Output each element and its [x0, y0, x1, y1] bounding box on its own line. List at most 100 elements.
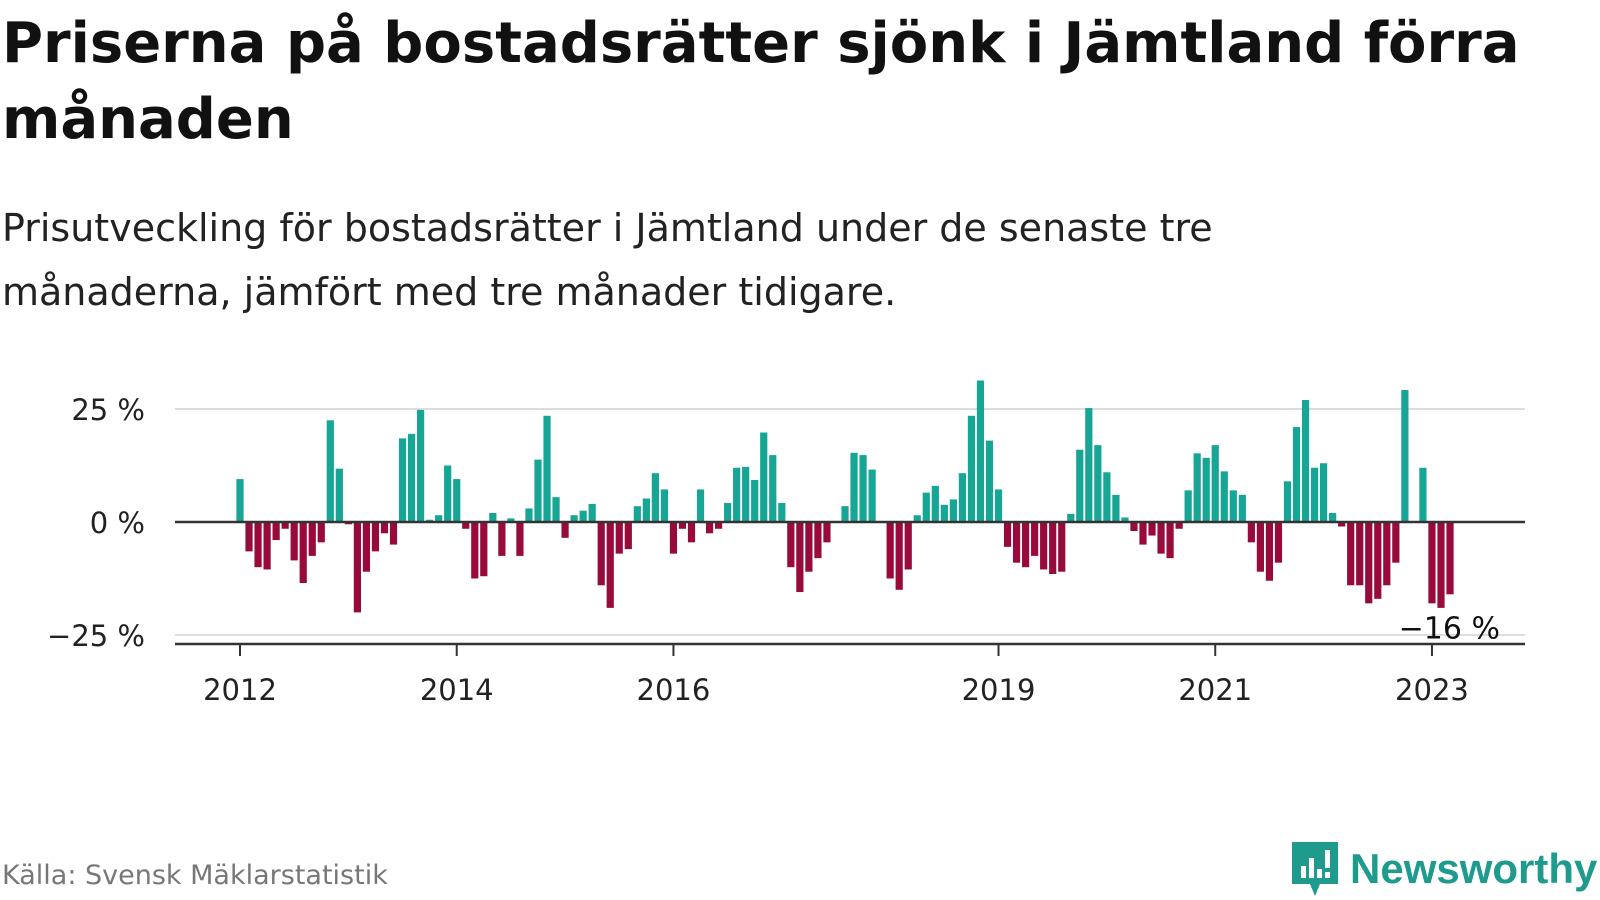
bar: [1428, 522, 1436, 604]
bar: [1012, 522, 1021, 563]
bar: [633, 506, 641, 522]
bar: [1211, 445, 1219, 522]
bar: [949, 499, 957, 522]
chart-subtitle: Prisutveckling för bostadsrätter i Jämtl…: [2, 206, 1213, 314]
bar: [1022, 522, 1030, 568]
bar: [1446, 522, 1454, 595]
bar: [669, 522, 678, 554]
bar: [1437, 522, 1445, 608]
bar: [516, 522, 524, 556]
bar: [1112, 494, 1120, 522]
bar: [1401, 390, 1409, 522]
bar: [1157, 522, 1165, 554]
bar: [714, 522, 723, 529]
x-tick-label: 2016: [637, 673, 711, 707]
bar: [407, 433, 416, 522]
bar: [1310, 467, 1319, 522]
bar: [534, 459, 542, 522]
bar: [1130, 522, 1138, 532]
bar: [380, 522, 389, 534]
bar: [606, 522, 614, 608]
bar: [940, 504, 948, 522]
bar: [1365, 522, 1373, 604]
bar: [904, 522, 912, 570]
bar: [263, 522, 271, 570]
bar: [696, 489, 705, 522]
bar: [245, 522, 253, 552]
bar: [1049, 522, 1057, 574]
bar: [733, 467, 741, 522]
bar: [886, 522, 894, 579]
bar: [751, 479, 759, 522]
bar: [913, 515, 921, 522]
chart-title: Priserna på bostadsrätter sjönk i Jämtla…: [2, 11, 1520, 152]
bar: [1274, 522, 1283, 563]
bar: [985, 440, 994, 522]
bar: [1076, 449, 1084, 522]
bar: [814, 522, 822, 559]
bar: [1085, 408, 1093, 522]
bar: [588, 503, 596, 522]
bar: [1283, 481, 1292, 522]
bar: [642, 498, 650, 522]
bar: [895, 522, 903, 590]
bar: [1356, 522, 1364, 586]
bar: [1256, 522, 1264, 572]
bar: [1121, 517, 1129, 522]
y-tick-label: −25 %: [47, 619, 145, 653]
bar: [308, 522, 316, 556]
bar: [1301, 399, 1310, 522]
bar: [742, 466, 750, 522]
bar: [317, 522, 325, 543]
last-value-label: −16 %: [1399, 611, 1500, 646]
y-tick-label: 25 %: [71, 393, 145, 427]
bar: [1374, 522, 1382, 599]
newsworthy-logo: Newsworthy: [1290, 840, 1597, 898]
bar: [1175, 522, 1183, 529]
bar: [1184, 490, 1192, 522]
x-tick-label: 2012: [203, 673, 277, 707]
bar: [1347, 522, 1355, 586]
bar: [778, 503, 786, 522]
bar: [371, 522, 380, 552]
bar: [660, 489, 669, 522]
bar: [1193, 453, 1201, 522]
bar: [859, 455, 867, 522]
bar: [1094, 445, 1102, 522]
bar: [1419, 467, 1427, 522]
bar: [724, 503, 732, 522]
y-tick-label: 0 %: [90, 506, 145, 540]
bar: [1220, 471, 1228, 522]
bar: [1058, 522, 1066, 572]
bar: [1040, 522, 1048, 570]
bar: [651, 473, 659, 522]
bar: [498, 522, 506, 556]
bar: [561, 522, 569, 538]
bar: [254, 522, 262, 568]
bar: [444, 465, 452, 522]
bar: [1067, 513, 1075, 522]
bar: [922, 492, 930, 522]
bar: [769, 455, 777, 522]
bar: [597, 522, 605, 586]
source-note: Källa: Svensk Mäklarstatistik: [2, 860, 388, 891]
bar: [615, 522, 623, 554]
bar: [272, 522, 280, 541]
bar: [1148, 522, 1156, 536]
bar: [480, 522, 488, 577]
bar: [507, 518, 515, 522]
bar: [281, 522, 289, 529]
x-tick-label: 2023: [1395, 673, 1469, 707]
x-tick-label: 2021: [1178, 673, 1252, 707]
bar: [290, 522, 298, 561]
bar: [850, 452, 858, 522]
bar: [1329, 512, 1337, 522]
bar: [787, 522, 795, 568]
bar: [570, 515, 578, 522]
x-tick-label: 2019: [962, 673, 1036, 707]
bar: [1383, 522, 1391, 586]
bar: [453, 479, 461, 522]
bar: [525, 508, 533, 522]
bar: [976, 380, 985, 522]
newsworthy-logo-icon: [1292, 842, 1338, 896]
